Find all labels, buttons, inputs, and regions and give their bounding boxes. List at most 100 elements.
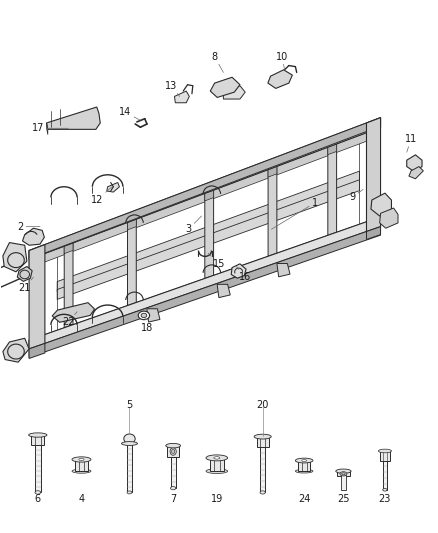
Text: 11: 11 bbox=[405, 134, 417, 152]
FancyBboxPatch shape bbox=[127, 443, 132, 492]
Polygon shape bbox=[380, 208, 398, 228]
Text: 19: 19 bbox=[211, 494, 223, 504]
Polygon shape bbox=[29, 227, 381, 358]
Ellipse shape bbox=[383, 488, 387, 491]
Ellipse shape bbox=[295, 458, 313, 463]
Polygon shape bbox=[127, 219, 136, 230]
Ellipse shape bbox=[35, 491, 41, 494]
Polygon shape bbox=[127, 219, 136, 305]
Ellipse shape bbox=[72, 457, 91, 462]
Polygon shape bbox=[57, 180, 360, 300]
Polygon shape bbox=[277, 263, 290, 277]
Text: 3: 3 bbox=[185, 216, 201, 235]
FancyBboxPatch shape bbox=[298, 461, 310, 471]
Polygon shape bbox=[29, 118, 381, 259]
Polygon shape bbox=[147, 309, 160, 322]
Ellipse shape bbox=[141, 313, 147, 318]
Text: 16: 16 bbox=[237, 266, 251, 282]
Polygon shape bbox=[268, 166, 277, 256]
Ellipse shape bbox=[170, 448, 176, 455]
Text: 20: 20 bbox=[257, 400, 269, 410]
Text: 23: 23 bbox=[379, 494, 391, 504]
Ellipse shape bbox=[124, 434, 135, 443]
Text: 15: 15 bbox=[208, 253, 225, 269]
Polygon shape bbox=[46, 107, 100, 130]
FancyBboxPatch shape bbox=[167, 446, 179, 457]
Polygon shape bbox=[52, 303, 95, 322]
Text: 21: 21 bbox=[18, 277, 33, 293]
Ellipse shape bbox=[127, 491, 132, 494]
Polygon shape bbox=[210, 77, 240, 98]
Ellipse shape bbox=[166, 443, 180, 448]
FancyBboxPatch shape bbox=[170, 457, 176, 488]
Polygon shape bbox=[328, 144, 337, 235]
Ellipse shape bbox=[342, 473, 345, 475]
Ellipse shape bbox=[302, 459, 307, 462]
Ellipse shape bbox=[340, 472, 347, 476]
Ellipse shape bbox=[79, 458, 84, 461]
Text: 24: 24 bbox=[298, 494, 311, 504]
Polygon shape bbox=[107, 182, 120, 192]
Ellipse shape bbox=[295, 470, 313, 473]
FancyBboxPatch shape bbox=[383, 461, 387, 490]
FancyBboxPatch shape bbox=[341, 475, 346, 490]
FancyBboxPatch shape bbox=[31, 435, 44, 445]
Text: 12: 12 bbox=[91, 187, 112, 205]
Text: 18: 18 bbox=[141, 317, 153, 333]
Ellipse shape bbox=[260, 491, 265, 494]
Text: 2: 2 bbox=[17, 222, 40, 232]
Polygon shape bbox=[22, 228, 44, 245]
Text: 25: 25 bbox=[337, 494, 350, 504]
Text: 13: 13 bbox=[165, 81, 180, 96]
Ellipse shape bbox=[138, 311, 150, 320]
Ellipse shape bbox=[206, 455, 228, 461]
Ellipse shape bbox=[170, 487, 176, 490]
FancyBboxPatch shape bbox=[35, 445, 41, 492]
Polygon shape bbox=[3, 243, 27, 272]
Polygon shape bbox=[223, 86, 245, 99]
Polygon shape bbox=[46, 123, 48, 135]
Polygon shape bbox=[29, 217, 381, 349]
Text: 8: 8 bbox=[212, 52, 223, 72]
FancyBboxPatch shape bbox=[380, 451, 390, 461]
Polygon shape bbox=[268, 166, 277, 177]
Text: 6: 6 bbox=[35, 494, 41, 504]
Text: 9: 9 bbox=[349, 189, 363, 203]
Ellipse shape bbox=[72, 469, 91, 473]
Polygon shape bbox=[29, 118, 381, 260]
Polygon shape bbox=[57, 171, 360, 292]
Polygon shape bbox=[64, 243, 73, 328]
Ellipse shape bbox=[254, 434, 271, 439]
Text: 7: 7 bbox=[170, 494, 176, 504]
Text: 14: 14 bbox=[119, 107, 141, 120]
Polygon shape bbox=[29, 245, 45, 349]
Ellipse shape bbox=[336, 469, 351, 473]
Polygon shape bbox=[205, 190, 214, 201]
FancyBboxPatch shape bbox=[260, 447, 265, 492]
Ellipse shape bbox=[122, 442, 138, 446]
Polygon shape bbox=[367, 118, 381, 231]
Polygon shape bbox=[64, 243, 73, 254]
Polygon shape bbox=[268, 70, 292, 88]
Text: 5: 5 bbox=[127, 400, 133, 410]
Ellipse shape bbox=[28, 433, 47, 437]
Polygon shape bbox=[217, 284, 230, 297]
Text: 22: 22 bbox=[62, 312, 77, 327]
Ellipse shape bbox=[206, 469, 228, 473]
Polygon shape bbox=[328, 144, 337, 155]
FancyBboxPatch shape bbox=[257, 437, 269, 447]
Polygon shape bbox=[367, 227, 381, 239]
FancyBboxPatch shape bbox=[75, 459, 88, 471]
Text: 1: 1 bbox=[272, 198, 318, 229]
Polygon shape bbox=[371, 193, 392, 216]
Polygon shape bbox=[17, 266, 32, 281]
Text: 10: 10 bbox=[276, 52, 289, 70]
Polygon shape bbox=[174, 91, 189, 103]
Ellipse shape bbox=[378, 449, 392, 453]
FancyBboxPatch shape bbox=[337, 471, 350, 477]
Polygon shape bbox=[29, 217, 381, 349]
Polygon shape bbox=[409, 166, 424, 179]
Text: 4: 4 bbox=[78, 494, 85, 504]
Ellipse shape bbox=[172, 449, 175, 454]
Polygon shape bbox=[29, 343, 45, 359]
